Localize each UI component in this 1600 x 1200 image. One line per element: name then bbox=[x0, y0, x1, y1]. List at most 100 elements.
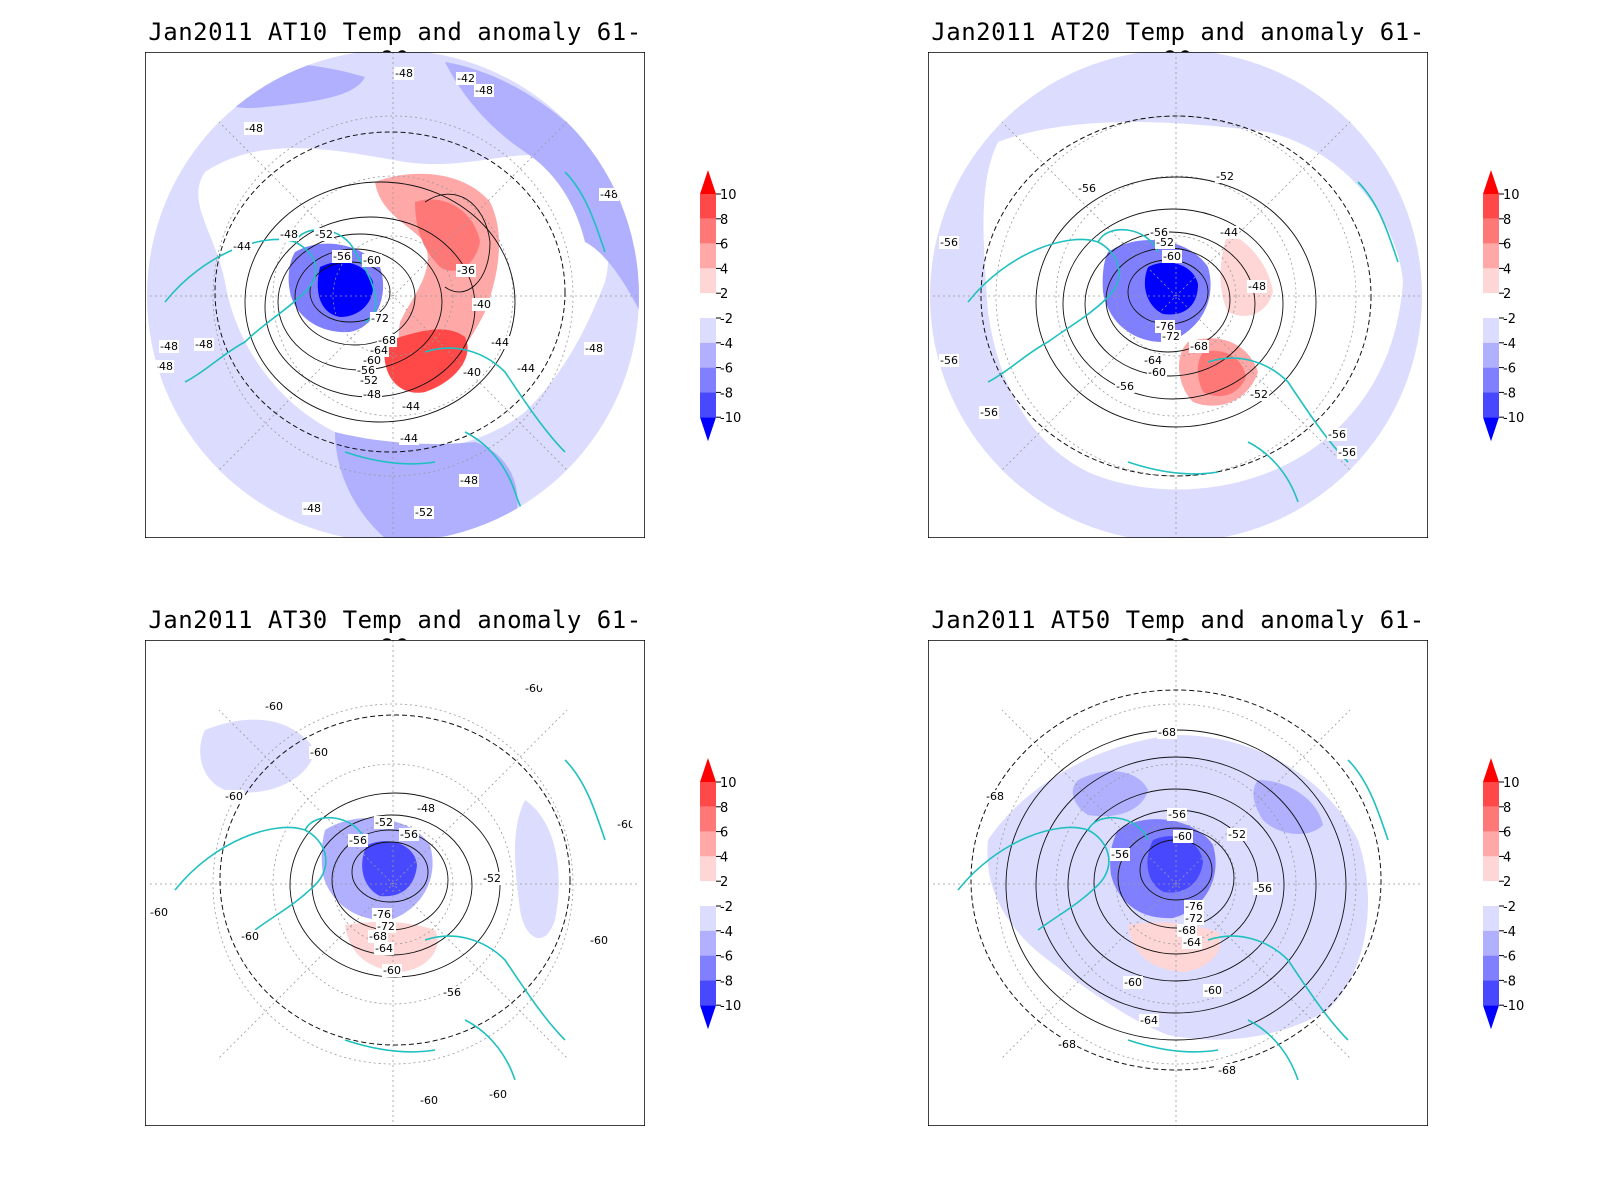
colorbar-segment bbox=[1483, 881, 1499, 906]
contour-label: -48 bbox=[160, 340, 178, 353]
contour-label-bg bbox=[1110, 848, 1130, 861]
colorbar-tick-label: 2 bbox=[1503, 875, 1511, 890]
colorbar-segment bbox=[1483, 268, 1499, 294]
contour-label: -48 bbox=[155, 360, 173, 373]
contour-label-bg bbox=[584, 342, 604, 355]
contour-label: -60 bbox=[617, 818, 635, 831]
contour-label-bg bbox=[516, 362, 536, 375]
contour-label: -60 bbox=[383, 964, 401, 977]
colorbar-tick-label: -2 bbox=[1503, 312, 1516, 327]
anomaly-colorbar: 10 8 6 4 2 -2 -4 -6 -8 -10 bbox=[700, 758, 741, 1030]
polar-map: -60 -60 -60 -60 -48 -52 -56 -56 -52 -76 … bbox=[145, 640, 645, 1126]
contour-label-bg bbox=[362, 254, 382, 267]
contour-label: -64 bbox=[1183, 936, 1201, 949]
contour-label: -52 bbox=[315, 228, 333, 241]
graticule bbox=[272, 175, 514, 417]
colorbar-segment bbox=[700, 930, 716, 956]
contour-label: -60 bbox=[225, 790, 243, 803]
graticule bbox=[1055, 175, 1297, 417]
colorbar-segment bbox=[1483, 980, 1499, 1006]
contour-label-bg bbox=[1155, 236, 1175, 249]
contour-label: -48 bbox=[417, 802, 435, 815]
contour-label-bg bbox=[1115, 380, 1135, 393]
contour-label-bg bbox=[1249, 388, 1269, 401]
contour-label: -60 bbox=[241, 930, 259, 943]
graticule bbox=[212, 115, 574, 477]
graticule bbox=[214, 705, 572, 1063]
colorbar-segment bbox=[1483, 831, 1499, 857]
contour-label: -48 bbox=[585, 342, 603, 355]
contour-label: -52 bbox=[1250, 388, 1268, 401]
polar-map: -68 -68 -56 -60 -52 -56 -56 -76 -72 -68 … bbox=[928, 640, 1428, 1126]
contour-label-bg bbox=[368, 930, 388, 943]
contour-label: -52 bbox=[1216, 170, 1234, 183]
colorbar-tick-label: 8 bbox=[1503, 801, 1511, 816]
anomaly-colorbar: 10 8 6 4 2 -2 -4 -6 -8 -10 bbox=[1483, 758, 1524, 1030]
graticule bbox=[995, 115, 1357, 477]
colorbar-segment bbox=[1483, 782, 1499, 807]
colorbar-tick-label: -6 bbox=[720, 362, 733, 377]
contour-label-bg bbox=[159, 340, 179, 353]
contour-label: -52 bbox=[375, 816, 393, 829]
colorbar-tick-label: -10 bbox=[720, 999, 741, 1014]
contour-label-bg bbox=[414, 506, 434, 519]
colorbar-segment bbox=[700, 906, 716, 931]
polar-map: -56 -52 -56 -52 -60 -44 -48 -76 -72 -68 … bbox=[928, 52, 1428, 538]
contour-label-bg bbox=[472, 298, 492, 311]
temperature-contour bbox=[1117, 827, 1235, 929]
temperature-contour bbox=[244, 181, 516, 423]
colorbar-tick-label: 6 bbox=[720, 238, 728, 253]
contour-label-bg bbox=[356, 364, 376, 377]
contour-label-bg bbox=[309, 746, 329, 759]
graticule bbox=[997, 705, 1355, 1063]
contour-label-bg bbox=[370, 312, 390, 325]
colorbar-tick-label: -2 bbox=[720, 312, 733, 327]
colorbar-tick-label: -4 bbox=[1503, 925, 1516, 940]
colorbar-tick-label: 4 bbox=[1503, 262, 1511, 277]
graticule bbox=[332, 823, 454, 945]
contour-label-bg bbox=[374, 942, 394, 955]
contour-label: -48 bbox=[363, 388, 381, 401]
colorbar-segment bbox=[1483, 417, 1499, 442]
anomaly-region bbox=[1144, 262, 1198, 315]
contour-label-bg bbox=[149, 906, 169, 919]
contour-label-bg bbox=[488, 1088, 508, 1101]
contour-label: -60 bbox=[310, 746, 328, 759]
contour-label-bg bbox=[939, 236, 959, 249]
contour-label: -76 bbox=[373, 908, 391, 921]
contour-label-bg bbox=[1184, 900, 1204, 913]
temperature-contour bbox=[970, 689, 1382, 1071]
colorbar-segment bbox=[700, 782, 716, 807]
contour-label: -44 bbox=[491, 336, 509, 349]
contour-label-bg bbox=[314, 228, 334, 241]
contour-label: -76 bbox=[1185, 900, 1203, 913]
contour-label: -60 bbox=[363, 354, 381, 367]
contour-label: -56 bbox=[1328, 428, 1346, 441]
colorbar-tick-label: 6 bbox=[1503, 238, 1511, 253]
colorbar-tick-label: -4 bbox=[720, 337, 733, 352]
contour-label-bg bbox=[474, 84, 494, 97]
colorbar-segment bbox=[700, 194, 716, 219]
contour-label-bg bbox=[399, 828, 419, 841]
contour-label-bg bbox=[382, 964, 402, 977]
contour-label: -48 bbox=[280, 228, 298, 241]
temperature-contour bbox=[219, 714, 571, 1046]
contour-label-bg bbox=[279, 228, 299, 241]
contour-label: -60 bbox=[1124, 976, 1142, 989]
colorbar-tick-label: -4 bbox=[720, 925, 733, 940]
contour-label-bg bbox=[939, 354, 959, 367]
contour-label: -68 bbox=[1190, 340, 1208, 353]
colorbar-tick-label: -6 bbox=[1503, 362, 1516, 377]
contour-label: -68 bbox=[1058, 1038, 1076, 1051]
colorbar-tick-label: 2 bbox=[720, 287, 728, 302]
contour-label: -72 bbox=[1185, 912, 1203, 925]
colorbar-tick-label: 8 bbox=[720, 213, 728, 228]
colorbar-segment bbox=[700, 806, 716, 832]
colorbar-segment bbox=[700, 417, 716, 442]
anomaly-region bbox=[415, 199, 480, 271]
coastline bbox=[174, 759, 606, 1081]
colorbar-segment bbox=[1483, 342, 1499, 368]
contour-label-bg bbox=[1327, 428, 1347, 441]
contour-label-bg bbox=[362, 388, 382, 401]
graticule bbox=[1055, 763, 1297, 1005]
